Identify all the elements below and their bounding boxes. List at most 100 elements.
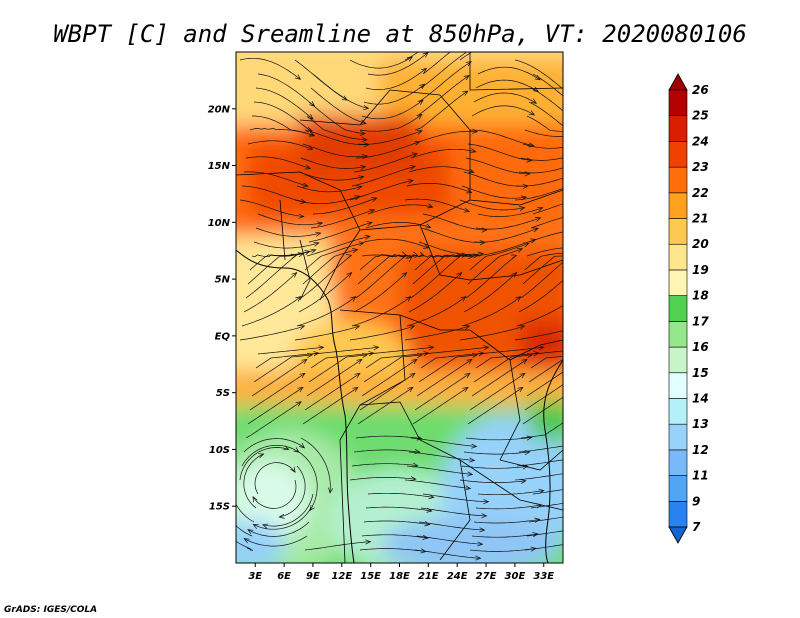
streamline bbox=[469, 548, 536, 552]
streamline bbox=[239, 447, 289, 481]
streamline-arrow bbox=[481, 513, 488, 519]
streamline bbox=[459, 199, 525, 211]
streamline-arrow bbox=[299, 372, 306, 379]
streamline bbox=[353, 153, 418, 173]
streamline-arrow bbox=[578, 161, 583, 165]
streamline bbox=[410, 148, 476, 159]
longitude-axis: 3E 6E 9E 12E 15E 18E 21E 24E 27E 30E 33E bbox=[248, 563, 554, 582]
coastline bbox=[236, 249, 355, 563]
streamline bbox=[467, 143, 532, 161]
streamline bbox=[459, 52, 473, 61]
streamline-arrow bbox=[591, 194, 596, 198]
streamline-arrow bbox=[427, 203, 434, 209]
streamline bbox=[363, 238, 429, 249]
streamline-arrow bbox=[481, 227, 488, 233]
streamline bbox=[247, 253, 304, 285]
streamline bbox=[412, 131, 478, 145]
streamline bbox=[526, 371, 563, 397]
streamline-arrow bbox=[299, 442, 306, 449]
streamline bbox=[361, 254, 425, 258]
streamline-arrow bbox=[360, 119, 367, 125]
streamline bbox=[406, 183, 472, 193]
lon-label: 27E bbox=[476, 571, 497, 582]
streamline-arrow bbox=[419, 83, 426, 90]
streamline-arrow bbox=[477, 541, 484, 547]
colorbar-label: 14 bbox=[692, 391, 709, 405]
streamline bbox=[302, 387, 359, 425]
streamline bbox=[298, 272, 352, 313]
streamline bbox=[532, 73, 563, 97]
streamline-arrow bbox=[293, 447, 300, 453]
streamline bbox=[528, 516, 563, 523]
streamline bbox=[526, 115, 563, 132]
lat-label: 15S bbox=[209, 502, 230, 513]
streamline bbox=[467, 387, 524, 425]
streamline-arrow bbox=[464, 372, 471, 379]
colorbar-label: 15 bbox=[692, 366, 709, 380]
colorbar-label: 20 bbox=[692, 237, 709, 251]
streamline bbox=[408, 451, 475, 461]
streamline bbox=[302, 249, 358, 285]
streamline bbox=[528, 101, 563, 127]
streamline-arrow bbox=[401, 272, 408, 278]
streamline-arrow bbox=[428, 345, 435, 351]
streamline-arrow bbox=[407, 386, 414, 393]
streamline bbox=[239, 57, 301, 80]
streamline bbox=[300, 437, 331, 493]
streamline bbox=[357, 130, 423, 145]
streamline-arrow bbox=[537, 206, 544, 212]
streamline bbox=[363, 354, 423, 383]
streamline-arrow bbox=[526, 352, 534, 358]
streamline bbox=[524, 129, 563, 137]
streamline-arrow bbox=[352, 248, 359, 254]
latitude-axis: 20N 15N 10N 5N EQ 5S 10S 15S bbox=[208, 104, 236, 513]
streamline bbox=[312, 73, 369, 109]
streamline-arrow bbox=[416, 113, 423, 120]
lat-label: 20N bbox=[208, 104, 231, 115]
streamline bbox=[361, 99, 424, 120]
streamline-arrow bbox=[424, 521, 431, 527]
streamline-arrow bbox=[278, 513, 285, 519]
streamline-arrow bbox=[307, 145, 314, 151]
streamline-arrow bbox=[298, 213, 305, 219]
streamline-arrow bbox=[534, 217, 542, 222]
streamline-arrow bbox=[574, 326, 579, 330]
streamline-arrow bbox=[360, 165, 367, 170]
streamline bbox=[463, 451, 530, 455]
streamline bbox=[365, 222, 431, 229]
streamline bbox=[365, 506, 432, 512]
streamline bbox=[298, 451, 318, 511]
streamline-arrow bbox=[567, 273, 572, 278]
streamline bbox=[530, 87, 563, 112]
streamline bbox=[306, 115, 367, 140]
east-coast bbox=[543, 359, 563, 563]
streamline-arrow bbox=[471, 352, 479, 358]
streamline bbox=[516, 177, 563, 187]
streamline-arrow bbox=[463, 325, 471, 330]
streamline bbox=[308, 354, 368, 383]
streamline-arrow bbox=[523, 242, 530, 248]
streamline-arrow bbox=[306, 352, 314, 358]
streamline bbox=[252, 479, 297, 509]
streamline bbox=[349, 325, 415, 341]
streamline-arrow bbox=[216, 516, 220, 522]
streamline-arrow bbox=[298, 325, 306, 330]
streamline-arrow bbox=[400, 251, 408, 257]
streamline-arrow bbox=[575, 470, 580, 474]
streamline-arrow bbox=[414, 140, 421, 146]
streamline bbox=[469, 129, 534, 147]
streamline bbox=[410, 255, 462, 299]
streamline-arrow bbox=[588, 228, 593, 232]
streamline bbox=[359, 548, 426, 552]
streamline-arrow bbox=[584, 131, 590, 135]
streamline bbox=[353, 272, 407, 313]
streamline bbox=[422, 52, 451, 75]
streamline bbox=[514, 473, 563, 481]
streamline bbox=[514, 59, 563, 90]
lon-label: 33E bbox=[533, 571, 554, 582]
streamline-arrow bbox=[358, 175, 365, 181]
streamline bbox=[253, 241, 319, 249]
streamline-arrow bbox=[366, 221, 373, 227]
streamline bbox=[522, 143, 563, 149]
